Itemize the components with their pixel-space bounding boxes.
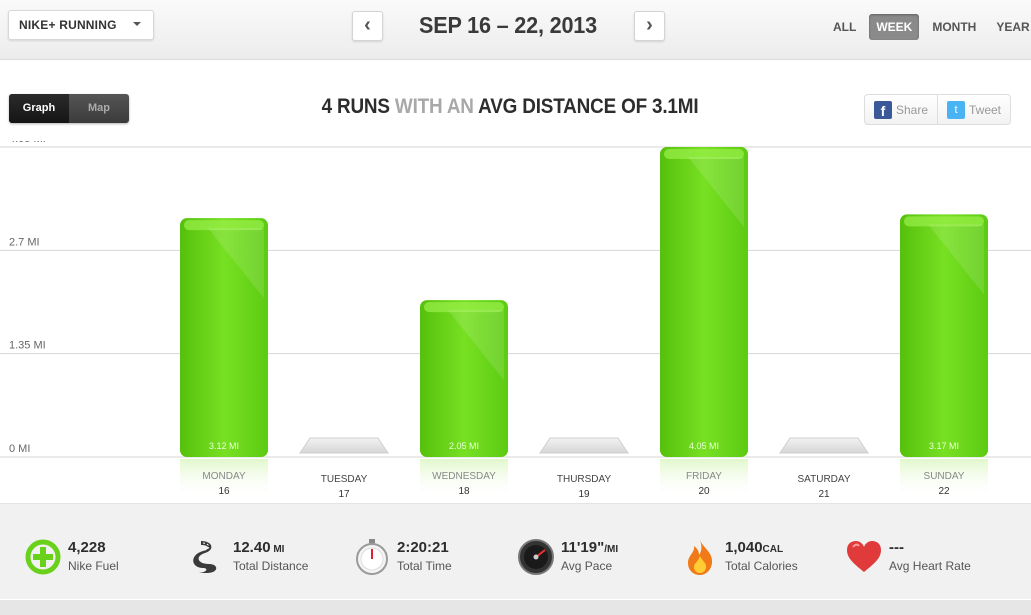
x-date-label: 17 bbox=[338, 489, 350, 500]
chart-svg: 0 MI 1.35 MI 2.7 MI 4.05 MI 3.12 MI MONDAY 16 T… bbox=[0, 141, 1031, 500]
flame-icon bbox=[688, 540, 713, 575]
x-day-label: TUESDAY bbox=[321, 474, 368, 485]
x-date-label: 21 bbox=[818, 489, 830, 500]
stats-footer: 4,228 Nike Fuel 12.40 MI Total Distance … bbox=[0, 503, 1031, 599]
bar-reflection bbox=[660, 459, 748, 499]
stat-value: 4,228 bbox=[68, 539, 106, 556]
x-day-label: FRIDAY bbox=[686, 471, 722, 482]
bar-cap-highlight bbox=[904, 216, 984, 227]
bar-cap-highlight bbox=[184, 220, 264, 231]
tab-week[interactable]: WEEK bbox=[869, 14, 920, 40]
chevron-left-icon: ‹ bbox=[364, 14, 371, 36]
bar-cap-highlight bbox=[424, 302, 504, 313]
stat-label: Avg Pace bbox=[561, 559, 613, 573]
stopwatch-icon bbox=[356, 539, 388, 575]
share-box: f Share t Tweet bbox=[864, 94, 1011, 125]
top-bar: NIKE+ RUNNING ‹ SEP 16 – 22, 2013 › ALL … bbox=[0, 0, 1031, 60]
stat-value: 11'19"/MI bbox=[561, 539, 619, 556]
stat-label: Total Calories bbox=[725, 559, 798, 573]
y-tick-label: 1.35 MI bbox=[9, 340, 46, 352]
bar-shine bbox=[928, 224, 984, 295]
bar bbox=[660, 147, 748, 457]
stat-label: Total Distance bbox=[233, 559, 309, 573]
y-tick-label: 2.7 MI bbox=[9, 236, 40, 248]
stat-value: 12.40 MI bbox=[233, 539, 285, 556]
headline-connector: WITH AN bbox=[389, 95, 479, 118]
facebook-share-label: Share bbox=[895, 102, 929, 117]
stat-label: Nike Fuel bbox=[68, 559, 119, 573]
x-date-label: 22 bbox=[938, 486, 950, 497]
tab-year[interactable]: YEAR bbox=[996, 20, 1030, 34]
stat-value: 2:20:21 bbox=[397, 539, 449, 556]
weekly-distance-chart: 0 MI 1.35 MI 2.7 MI 4.05 MI 3.12 MI MONDAY 16 T… bbox=[0, 141, 1031, 501]
x-day-label: THURSDAY bbox=[557, 474, 612, 485]
bar-value-label: 2.05 MI bbox=[449, 441, 479, 451]
headline-run-count: 4 RUNS bbox=[321, 95, 390, 118]
y-tick-label: 0 MI bbox=[9, 443, 30, 455]
bottom-strip bbox=[0, 600, 1031, 615]
x-day-label: SATURDAY bbox=[798, 474, 851, 485]
x-day-label: MONDAY bbox=[202, 471, 245, 482]
previous-week-button[interactable]: ‹ bbox=[352, 11, 383, 41]
y-tick-label: 4.05 MI bbox=[9, 141, 46, 145]
facebook-icon: f bbox=[873, 100, 892, 119]
bar-shine bbox=[688, 157, 744, 227]
bar-reflection bbox=[900, 459, 988, 499]
nike-fuel-icon bbox=[25, 539, 61, 575]
stat-value: --- bbox=[889, 539, 904, 556]
main-panel: Graph Map 4 RUNS WITH AN AVG DISTANCE OF… bbox=[0, 61, 1031, 501]
x-date-label: 16 bbox=[218, 486, 230, 497]
facebook-share-button[interactable]: f Share bbox=[865, 95, 937, 124]
empty-day-marker bbox=[299, 437, 389, 454]
speedometer-icon bbox=[518, 539, 554, 575]
graph-map-toggle: Graph Map bbox=[9, 94, 129, 123]
bar-reflection bbox=[180, 459, 268, 499]
period-tabs: ALL WEEK MONTH YEAR bbox=[826, 14, 1031, 40]
bar-cap-highlight bbox=[664, 149, 744, 159]
chevron-down-icon bbox=[133, 22, 141, 26]
x-day-label: SUNDAY bbox=[924, 471, 965, 482]
bar bbox=[900, 214, 988, 457]
twitter-icon: t bbox=[946, 100, 965, 119]
x-date-label: 19 bbox=[578, 489, 590, 500]
tab-all[interactable]: ALL bbox=[833, 20, 857, 34]
twitter-tweet-button[interactable]: t Tweet bbox=[937, 95, 1010, 124]
summary-headline: 4 RUNS WITH AN AVG DISTANCE OF 3.1MI bbox=[276, 95, 744, 119]
x-day-label: WEDNESDAY bbox=[432, 471, 496, 482]
app-selector-dropdown[interactable]: NIKE+ RUNNING bbox=[8, 10, 154, 40]
app-selector-label: NIKE+ RUNNING bbox=[19, 18, 117, 32]
bar-shine bbox=[448, 310, 504, 381]
x-date-label: 20 bbox=[698, 486, 710, 497]
twitter-tweet-label: Tweet bbox=[968, 102, 1001, 117]
headline-avg-distance: AVG DISTANCE OF 3.1MI bbox=[478, 95, 699, 118]
bar bbox=[180, 218, 268, 457]
stat-label: Total Time bbox=[397, 559, 452, 573]
empty-day-marker bbox=[779, 437, 869, 454]
stat-label: Avg Heart Rate bbox=[889, 559, 971, 573]
bar-value-label: 4.05 MI bbox=[689, 441, 719, 451]
empty-day-marker bbox=[539, 437, 629, 454]
graph-view-button[interactable]: Graph bbox=[9, 94, 69, 123]
date-range-title: SEP 16 – 22, 2013 bbox=[419, 12, 597, 38]
next-week-button[interactable]: › bbox=[634, 11, 665, 41]
bar-value-label: 3.12 MI bbox=[209, 441, 239, 451]
road-icon bbox=[193, 541, 217, 573]
bar-reflection bbox=[420, 459, 508, 499]
x-date-label: 18 bbox=[458, 486, 470, 497]
heart-icon bbox=[847, 541, 881, 572]
chevron-right-icon: › bbox=[646, 14, 653, 36]
stat-value: 1,040CAL bbox=[725, 539, 784, 556]
tab-month[interactable]: MONTH bbox=[932, 20, 977, 34]
bar-shine bbox=[208, 228, 264, 299]
bar-value-label: 3.17 MI bbox=[929, 441, 959, 451]
bar bbox=[420, 300, 508, 457]
map-view-button[interactable]: Map bbox=[88, 102, 110, 114]
